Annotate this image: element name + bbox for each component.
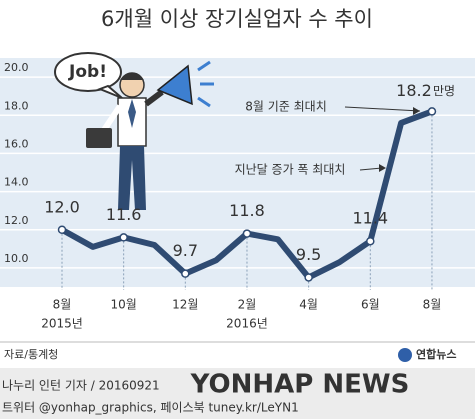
annotation: 8월 기준 최대치	[245, 100, 327, 114]
speech-text: Job!	[68, 62, 107, 82]
annotation-arrow	[359, 167, 383, 171]
y-tick-label: 10.0	[4, 252, 29, 265]
unit-label: 만명	[433, 84, 455, 98]
arrowhead	[413, 107, 420, 115]
value-label: 11.4	[352, 209, 388, 228]
annotation-arrow	[344, 106, 421, 112]
grid: 10.0 12.0 14.0 16.0 18.0 20.0	[0, 61, 475, 290]
social: 트위터 @yonhap_graphics, 페이스북 tuney.kr/LeYN…	[2, 401, 299, 415]
arm	[144, 89, 164, 107]
value-label: 9.5	[296, 245, 321, 264]
briefcase	[86, 128, 112, 148]
point	[366, 236, 375, 246]
point	[242, 229, 252, 238]
y-tick-label: 12.0	[4, 214, 29, 227]
value-label: 18.2	[396, 81, 432, 100]
y-tick-label: 20.0	[4, 61, 29, 74]
x-tick-label: 2월	[238, 298, 257, 312]
value-label: 12.0	[44, 197, 80, 216]
value-label: 11.6	[106, 205, 142, 224]
trousers	[118, 146, 146, 210]
y-tick-label: 16.0	[4, 137, 29, 150]
tie	[128, 99, 136, 128]
hair	[120, 73, 144, 80]
annotation: 지난달 증가 폭 최대치	[235, 163, 346, 177]
x-tick-label: 10월	[111, 298, 137, 312]
value-label: 11.8	[229, 201, 265, 220]
logo: 연합뉴스	[416, 347, 456, 361]
x-sublabel: 2016년	[226, 317, 268, 331]
chart-title: 6개월 이상 장기실업자 수 추이	[101, 7, 373, 31]
x-tick-label: 4월	[299, 298, 318, 312]
x-tick-label: 12월	[172, 298, 198, 312]
x-sublabel: 2015년	[41, 317, 83, 331]
illustration: Job!	[54, 52, 214, 210]
megaphone	[156, 64, 193, 106]
plot-background	[0, 58, 475, 287]
source: 자료/통계청	[4, 348, 58, 361]
value-label: 9.7	[173, 241, 198, 260]
x-tick-label: 8월	[53, 298, 72, 312]
sound-lines	[197, 60, 214, 108]
arrowhead	[379, 164, 386, 172]
footer	[0, 368, 475, 419]
logo-mark	[398, 348, 412, 362]
watermark: YONHAP NEWS	[190, 370, 410, 400]
point	[181, 269, 190, 278]
arm-left	[101, 104, 123, 132]
point	[304, 273, 313, 282]
point	[427, 107, 437, 116]
plot: 8월 10월 12월 2월 4월 6월 8월 2015년 2016년 12.0 11.6 9.7 11.…	[41, 81, 455, 331]
x-tick-label: 6월	[361, 298, 380, 312]
speech-tail	[97, 84, 123, 99]
credit: 나누리 인턴 기자 / 20160921	[2, 379, 160, 393]
speech-bubble	[54, 52, 122, 92]
y-tick-label: 18.0	[4, 99, 29, 112]
point	[119, 233, 128, 242]
y-tick-label: 14.0	[4, 176, 29, 189]
point	[57, 225, 67, 234]
x-tick-label: 8월	[423, 298, 442, 312]
